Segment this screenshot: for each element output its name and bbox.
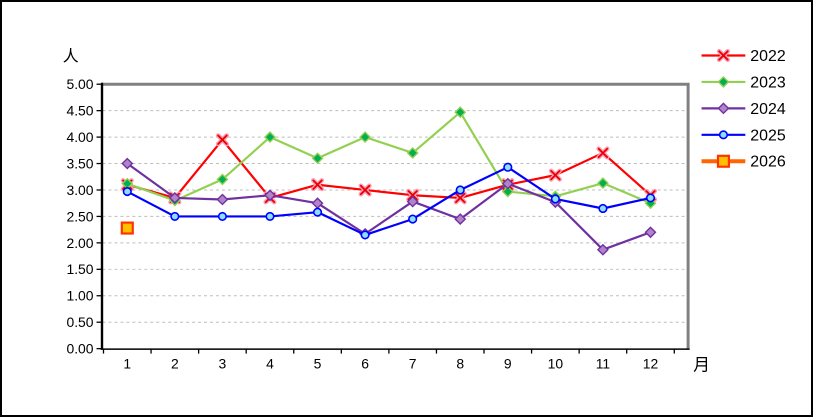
y-tick-label: 2.50 (66, 208, 93, 224)
legend-item-2026: 2026 (701, 154, 786, 171)
marker-diamond (216, 193, 229, 206)
x-tick-label: 7 (409, 355, 417, 371)
series-2026 (120, 221, 134, 235)
legend-label: 2022 (750, 48, 786, 65)
marker-diamond (264, 189, 276, 202)
x-tick-label: 11 (596, 355, 611, 371)
marker-diamond (501, 177, 514, 190)
series-line-2023 (126, 111, 652, 205)
marker-x (407, 190, 418, 201)
marker-circle (645, 193, 656, 203)
marker-diamond (406, 147, 419, 159)
marker-diamond (596, 243, 609, 256)
x-tick-label: 9 (504, 355, 512, 371)
marker-x (550, 170, 561, 181)
marker-diamond (454, 213, 467, 226)
y-tick-label: 1.00 (66, 288, 93, 304)
legend-item-2024: 2024 (701, 101, 786, 118)
x-tick-label: 4 (266, 355, 274, 371)
marker-diamond (596, 177, 609, 190)
x-tick-label: 6 (361, 355, 369, 371)
y-tick-label: 4.50 (66, 103, 93, 119)
y-tick-labels: 0.00 0.50 1.00 1.50 2.00 2.50 3.00 3.50 4.00 4.50… (66, 76, 93, 356)
marker-circle (718, 130, 729, 140)
marker-diamond (216, 173, 229, 186)
marker-x (455, 192, 466, 204)
marker-circle (408, 214, 418, 224)
marker-circle (312, 207, 323, 217)
x-tick-label: 8 (456, 355, 464, 371)
marker-diamond (717, 75, 730, 88)
legend-item-2022: 2022 (701, 48, 786, 65)
marker-diamond (717, 102, 730, 115)
x-axis-title: 月 (693, 355, 710, 374)
x-tick-label: 1 (123, 355, 131, 371)
marker-circle (360, 230, 370, 240)
legend-label: 2023 (750, 74, 786, 91)
axes (96, 82, 690, 354)
x-tick-labels: 1 2 3 4 5 6 7 8 9 10 11 12 (123, 355, 658, 371)
marker-circle (455, 185, 465, 195)
y-tick-label: 5.00 (66, 76, 93, 92)
legend-label: 2025 (750, 127, 786, 144)
marker-diamond (644, 226, 657, 239)
series-line-2025 (126, 166, 652, 237)
marker-diamond (311, 152, 324, 165)
marker-square (120, 221, 134, 235)
marker-x (217, 134, 228, 145)
marker-diamond (168, 191, 181, 204)
y-tick-label: 1.50 (66, 261, 93, 277)
legend-item-2023: 2023 (701, 74, 786, 91)
marker-diamond (406, 195, 419, 208)
legend-item-2025: 2025 (701, 127, 786, 144)
x-tick-label: 10 (548, 355, 564, 371)
marker-circle (122, 187, 132, 197)
marker-diamond (359, 131, 372, 144)
marker-diamond (454, 106, 467, 119)
y-tick-label: 3.00 (66, 182, 93, 198)
series-line-2022 (126, 138, 652, 199)
marker-circle (170, 211, 180, 221)
series-2024 (121, 157, 657, 256)
marker-x (597, 147, 609, 159)
series-2025 (122, 162, 656, 240)
x-tick-label: 12 (643, 355, 659, 371)
marker-circle (550, 194, 560, 204)
marker-square (716, 154, 731, 168)
legend-label: 2026 (750, 154, 786, 171)
y-tick-label: 4.00 (66, 129, 93, 145)
marker-circle (598, 203, 608, 214)
marker-x (359, 184, 371, 196)
series-plot (120, 106, 658, 256)
y-tick-label: 3.50 (66, 156, 93, 172)
marker-circle (265, 211, 275, 221)
series-line-2024 (126, 162, 652, 251)
marker-diamond (264, 131, 276, 144)
y-tick-label: 0.00 (66, 341, 93, 357)
marker-x (718, 50, 729, 61)
marker-diamond (121, 157, 134, 170)
y-tick-label: 2.00 (66, 235, 93, 251)
y-axis-title: 人 (63, 47, 79, 65)
x-tick-label: 5 (314, 355, 322, 371)
legend: 2022 2023 2024 2025 2026 (701, 48, 786, 171)
marker-circle (217, 211, 227, 221)
marker-diamond (501, 185, 514, 198)
x-tick-label: 3 (219, 355, 227, 371)
y-tick-label: 0.50 (66, 314, 93, 330)
x-tick-label: 2 (171, 355, 179, 371)
marker-circle (503, 162, 513, 172)
legend-label: 2024 (750, 101, 786, 118)
marker-x (312, 179, 323, 190)
